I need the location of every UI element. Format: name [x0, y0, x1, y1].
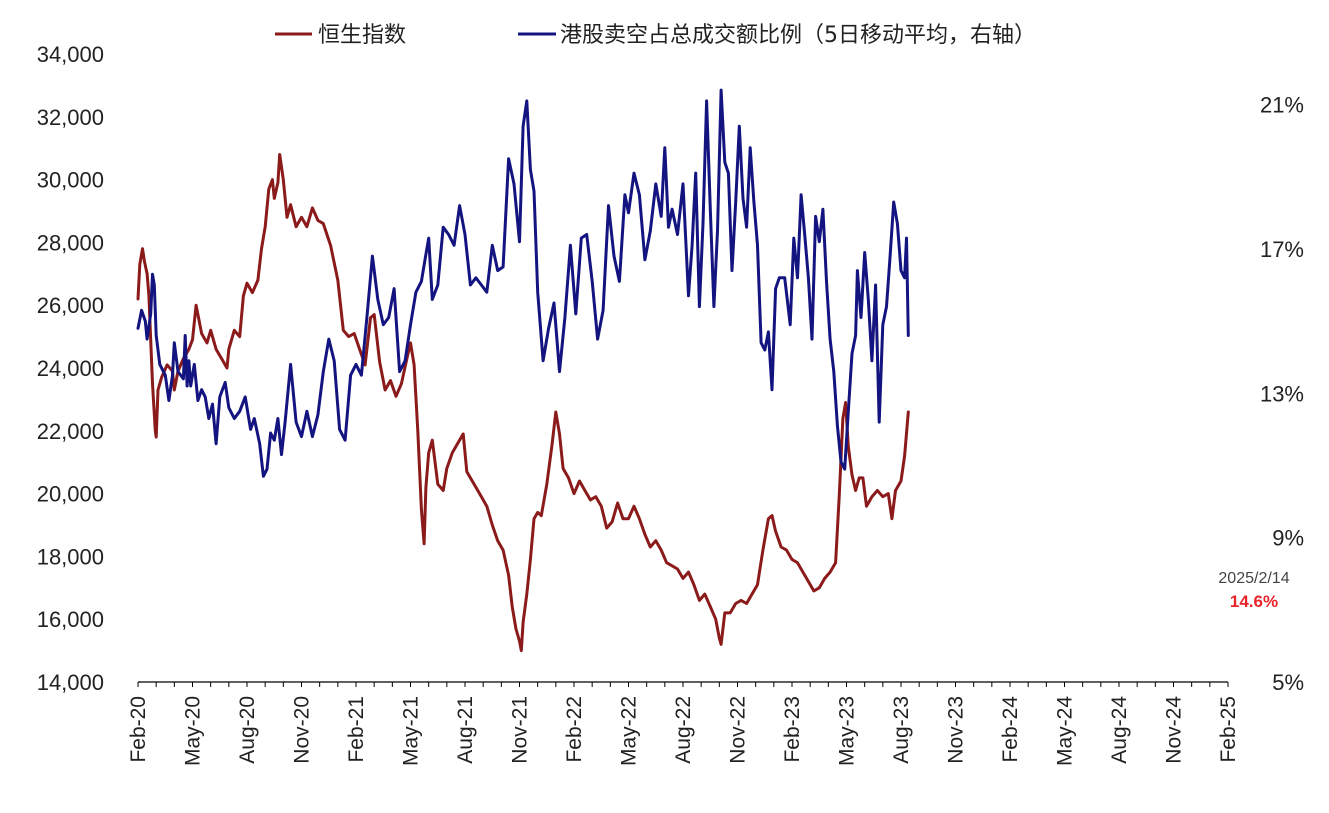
- x-tick-label: Feb-24: [999, 696, 1022, 763]
- x-tick-label: Nov-22: [727, 696, 750, 764]
- x-tick-label: Nov-23: [945, 696, 968, 764]
- left-tick-label: 14,000: [37, 670, 104, 695]
- x-tick-label: Feb-25: [1217, 696, 1240, 763]
- short-selling-ratio-line: [136, 88, 910, 478]
- left-tick-label: 20,000: [37, 482, 104, 507]
- legend-label-short-ratio: 港股卖空占总成交额比例（5日移动平均，右轴）: [560, 23, 1036, 48]
- x-tick-label: May-20: [182, 696, 205, 766]
- x-tick-label: Feb-23: [781, 696, 804, 763]
- hang-seng-index-line: [136, 153, 910, 653]
- right-tick-label: 9%: [1272, 526, 1304, 551]
- legend: 恒生指数 港股卖空占总成交额比例（5日移动平均，右轴）: [275, 23, 1036, 48]
- x-tick-label: Feb-22: [563, 696, 586, 763]
- x-tick-label: Feb-21: [345, 696, 368, 763]
- left-tick-label: 26,000: [37, 293, 104, 318]
- annotation: 2025/2/14 14.6%: [1218, 570, 1289, 611]
- right-tick-label: 17%: [1260, 237, 1304, 262]
- left-tick-label: 16,000: [37, 607, 104, 632]
- right-tick-label: 13%: [1260, 381, 1304, 406]
- x-tick-label: Aug-23: [890, 696, 913, 764]
- left-tick-label: 32,000: [37, 105, 104, 130]
- annotation-date: 2025/2/14: [1218, 570, 1289, 587]
- x-tick-label: May-22: [618, 696, 641, 766]
- x-tick-label: Aug-24: [1108, 696, 1131, 764]
- annotation-value: 14.6%: [1230, 592, 1278, 611]
- left-tick-label: 24,000: [37, 356, 104, 381]
- x-tick-label: May-23: [836, 696, 859, 766]
- left-tick-label: 22,000: [37, 419, 104, 444]
- x-tick-label: May-24: [1054, 696, 1077, 766]
- right-tick-label: 5%: [1272, 670, 1304, 695]
- legend-label-hsi: 恒生指数: [318, 23, 406, 48]
- left-tick-label: 30,000: [37, 168, 104, 193]
- left-tick-label: 18,000: [37, 544, 104, 569]
- left-tick-label: 34,000: [37, 42, 104, 67]
- series-layer: [136, 88, 910, 653]
- right-axis: 5% 9% 13% 17% 21%: [1260, 93, 1304, 695]
- right-tick-label: 21%: [1260, 93, 1304, 118]
- x-tick-label: Feb-20: [127, 696, 150, 763]
- x-tick-label: Aug-22: [672, 696, 695, 764]
- x-axis: Feb-20 May-20 Aug-20 Nov-20 Feb-21 May-21 Aug-…: [127, 681, 1240, 766]
- x-tick-label: Aug-21: [454, 696, 477, 764]
- x-tick-label: Nov-24: [1163, 696, 1186, 764]
- x-tick-label: Aug-20: [236, 696, 259, 764]
- x-tick-label: Nov-20: [291, 696, 314, 764]
- left-tick-label: 28,000: [37, 230, 104, 255]
- x-tick-label: May-21: [400, 696, 423, 766]
- left-axis: 14,000 16,000 18,000 20,000 22,000 24,000 26,0…: [37, 42, 104, 695]
- x-tick-label: Nov-21: [509, 696, 532, 764]
